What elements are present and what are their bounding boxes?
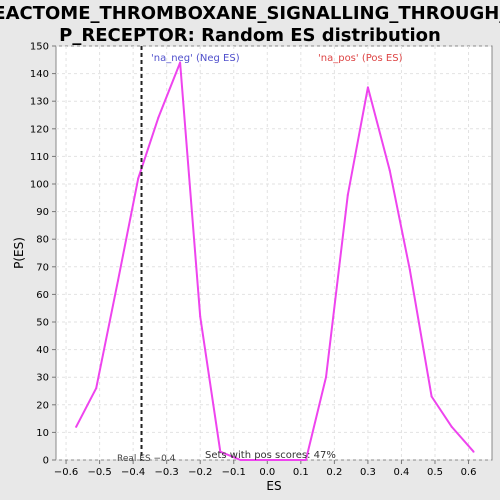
y-tick-label: 40 bbox=[36, 345, 49, 356]
x-tick-label: 0.0 bbox=[259, 467, 275, 478]
es-data-point bbox=[283, 459, 286, 461]
x-tick-label: 0.3 bbox=[360, 467, 376, 478]
y-tick-label: 50 bbox=[36, 318, 49, 329]
x-tick-label: 0.1 bbox=[293, 467, 309, 478]
x-axis-label: ES bbox=[266, 479, 281, 493]
es-data-point bbox=[75, 425, 78, 428]
es-data-point bbox=[157, 116, 160, 119]
es-data-point bbox=[472, 450, 475, 453]
plot-area bbox=[55, 45, 493, 461]
y-tick-label: 80 bbox=[36, 235, 49, 246]
es-data-point bbox=[430, 395, 433, 398]
y-tick-label: 60 bbox=[36, 290, 49, 301]
es-data-point bbox=[117, 279, 120, 282]
x-tick-label: −0.5 bbox=[87, 467, 111, 478]
y-tick-label: 10 bbox=[36, 428, 49, 439]
y-tick-label: 30 bbox=[36, 373, 49, 384]
grid bbox=[56, 45, 492, 461]
es-data-point bbox=[239, 459, 242, 461]
es-data-point bbox=[408, 268, 411, 271]
es-data-point bbox=[199, 315, 202, 318]
x-tick-label: −0.1 bbox=[222, 467, 246, 478]
real-es-label: Real ES −0.4 bbox=[117, 454, 176, 464]
y-tick-label: 100 bbox=[30, 180, 49, 191]
es-data-point bbox=[219, 450, 222, 453]
es-data-point bbox=[179, 61, 182, 64]
es-data-point bbox=[259, 459, 262, 461]
y-tick-label: 120 bbox=[30, 124, 49, 135]
y-tick-label: 70 bbox=[36, 262, 49, 273]
es-data-point bbox=[388, 169, 391, 172]
y-tick-label: 130 bbox=[30, 97, 49, 108]
axes: 0 10 20 30 40 50 60 70 80 90 100 110 120 130 140 150 −0.… bbox=[30, 42, 477, 479]
y-tick-label: 140 bbox=[30, 69, 49, 80]
sets-pos-scores-label: Sets with pos scores: 47% bbox=[205, 450, 336, 461]
es-data-point bbox=[366, 86, 369, 89]
es-data-point bbox=[324, 376, 327, 379]
y-tick-label: 110 bbox=[30, 152, 49, 163]
x-tick-label: −0.3 bbox=[155, 467, 179, 478]
es-data-point bbox=[137, 177, 140, 180]
y-tick-label: 20 bbox=[36, 400, 49, 411]
pos-es-label: 'na_pos' (Pos ES) bbox=[318, 53, 403, 64]
es-data-point bbox=[95, 387, 98, 390]
y-axis-label: P(ES) bbox=[12, 237, 26, 269]
x-tick-label: 0.4 bbox=[393, 467, 409, 478]
y-tick-label: 90 bbox=[36, 207, 49, 218]
es-data-point bbox=[304, 459, 307, 461]
es-data-point bbox=[450, 425, 453, 428]
x-tick-label: −0.2 bbox=[188, 467, 212, 478]
y-tick-label: 0 bbox=[43, 456, 49, 467]
x-tick-label: −0.6 bbox=[54, 467, 78, 478]
x-tick-label: 0.6 bbox=[461, 467, 477, 478]
x-tick-label: −0.4 bbox=[121, 467, 145, 478]
x-tick-label: 0.5 bbox=[427, 467, 443, 478]
y-tick-label: 150 bbox=[30, 42, 49, 53]
chart-title-line-1: REACTOME_THROMBOXANE_SIGNALLING_THROUGH_… bbox=[0, 3, 500, 24]
x-tick-label: 0.2 bbox=[326, 467, 342, 478]
es-data-point bbox=[346, 194, 349, 197]
neg-es-label: 'na_neg' (Neg ES) bbox=[151, 53, 240, 64]
chart-title-line-2: P_RECEPTOR: Random ES distribution bbox=[59, 25, 441, 46]
